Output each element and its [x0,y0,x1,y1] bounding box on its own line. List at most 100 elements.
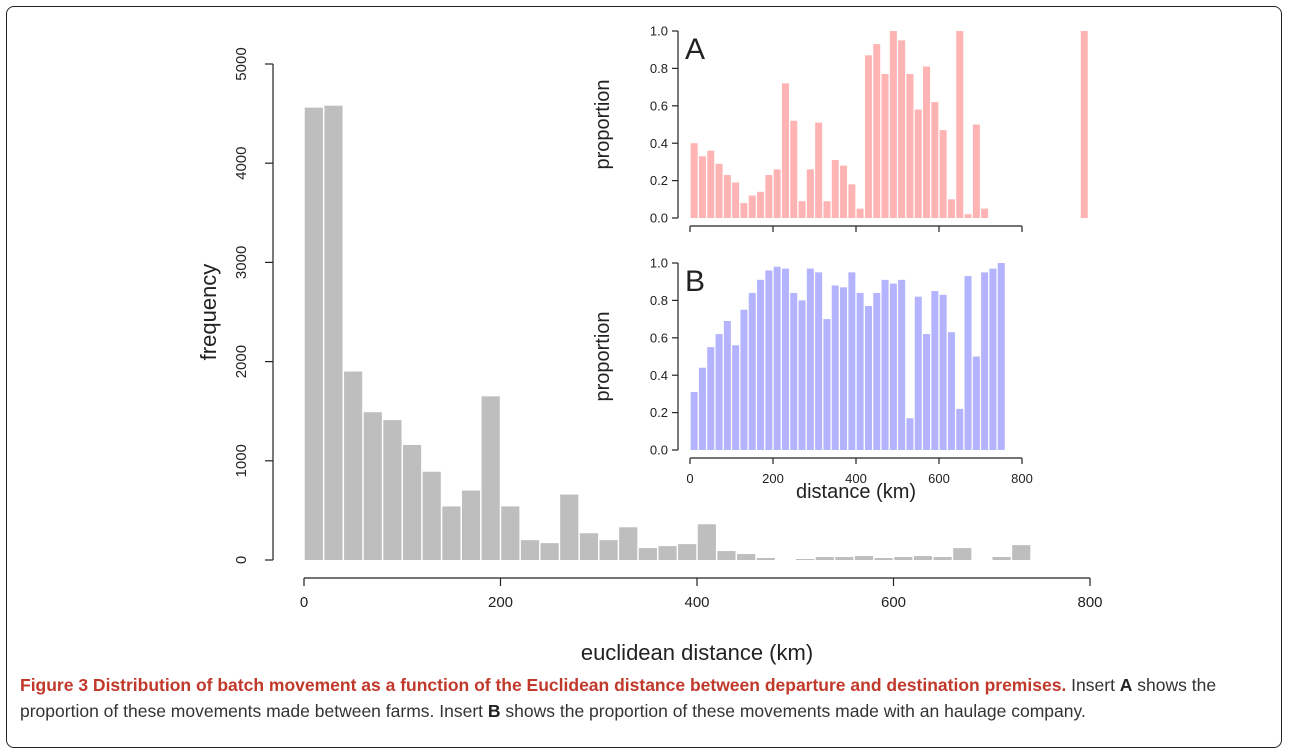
main-bar [913,556,933,560]
a-bar [823,201,831,218]
main-x-axis-title: euclidean distance (km) [581,640,813,665]
main-bar [481,396,500,560]
main-bar [344,371,363,560]
main-x-tick-label: 0 [300,594,308,611]
b-y-tick-label: 0.8 [650,293,668,308]
b-x-tick-label: 600 [928,471,950,486]
b-bar [723,320,731,450]
a-bar [914,109,922,218]
a-y-tick-label: 0.8 [650,61,668,76]
main-bar [304,107,323,560]
a-bar [848,184,856,218]
main-bar [422,471,441,560]
b-bar [732,345,740,450]
a-y-axis-title: proportion [592,79,614,169]
a-bar [981,208,989,218]
main-bar [579,533,598,560]
main-y-tick-label: 5000 [233,47,250,80]
a-bar [856,208,864,218]
main-bar [658,546,677,560]
a-bar [757,191,765,218]
main-bar [324,105,343,560]
b-bar [914,296,922,450]
a-bar [840,165,848,218]
a-bar [939,130,947,218]
b-bar [773,266,781,450]
a-bar [765,174,773,218]
main-bar [992,557,1011,560]
a-bar [956,31,964,218]
main-bar [894,557,913,560]
a-bar [723,174,731,218]
b-bar [781,268,789,450]
a-y-tick-label: 1.0 [650,24,668,39]
b-bar [698,367,706,450]
b-bar [923,334,931,450]
main-bar [835,557,854,560]
figure-caption: Figure 3 Distribution of batch movement … [20,672,1270,724]
b-panel-label: B [685,265,705,298]
a-bar [707,150,715,218]
b-bar [947,332,955,450]
main-y-tick-label: 3000 [233,246,250,279]
main-bar [854,556,874,560]
b-bar [889,283,897,450]
a-bar [732,182,740,218]
main-bar [520,540,540,560]
figure-frame [6,6,1282,748]
a-bar [1080,31,1088,218]
a-bar [781,83,789,218]
b-bar [757,279,765,450]
a-bar [790,120,798,218]
main-bar [619,527,638,560]
a-bar [972,124,980,218]
a-bar [889,31,897,218]
a-bar [798,201,806,218]
caption-letter-b: B [487,701,501,721]
b-bar [748,292,756,450]
a-bar [698,156,706,218]
b-bar [823,319,831,450]
b-bar [707,347,715,450]
main-bar [796,559,815,560]
a-bar [831,160,839,218]
b-y-axis-title: proportion [592,311,614,401]
b-x-tick-label: 200 [762,471,784,486]
a-y-tick-label: 0.4 [650,136,668,151]
b-x-tick-label: 400 [845,471,867,486]
main-bar [933,557,952,560]
a-bar [881,74,889,218]
b-x-tick-label: 0 [686,471,693,486]
a-bar [740,203,748,218]
main-bar [461,490,481,560]
a-bar [864,55,872,219]
a-panel-label: A [685,33,705,66]
b-bar [989,268,997,450]
b-bar [931,291,939,450]
b-bar [740,309,748,450]
b-bar [939,294,947,450]
main-y-tick-label: 4000 [233,147,250,180]
b-bar [898,279,906,450]
a-y-tick-label: 0.6 [650,98,668,113]
b-bar [906,418,914,450]
a-y-tick-label: 0.2 [650,173,668,188]
main-x-tick-label: 600 [881,594,906,611]
main-x-tick-label: 400 [684,594,709,611]
main-bar [953,548,972,560]
main-bar [501,506,520,560]
b-bar [856,292,864,450]
main-y-tick-label: 0 [233,556,250,564]
a-bar [773,169,781,218]
b-bar [956,408,964,450]
b-bar [972,356,980,450]
a-bar [806,169,814,218]
main-bar [1012,545,1031,560]
a-bar [815,122,823,218]
main-y-tick-label: 1000 [233,444,250,477]
b-bar [831,285,839,450]
a-bar [947,199,955,218]
b-bar [806,268,814,450]
main-bar [442,506,461,560]
